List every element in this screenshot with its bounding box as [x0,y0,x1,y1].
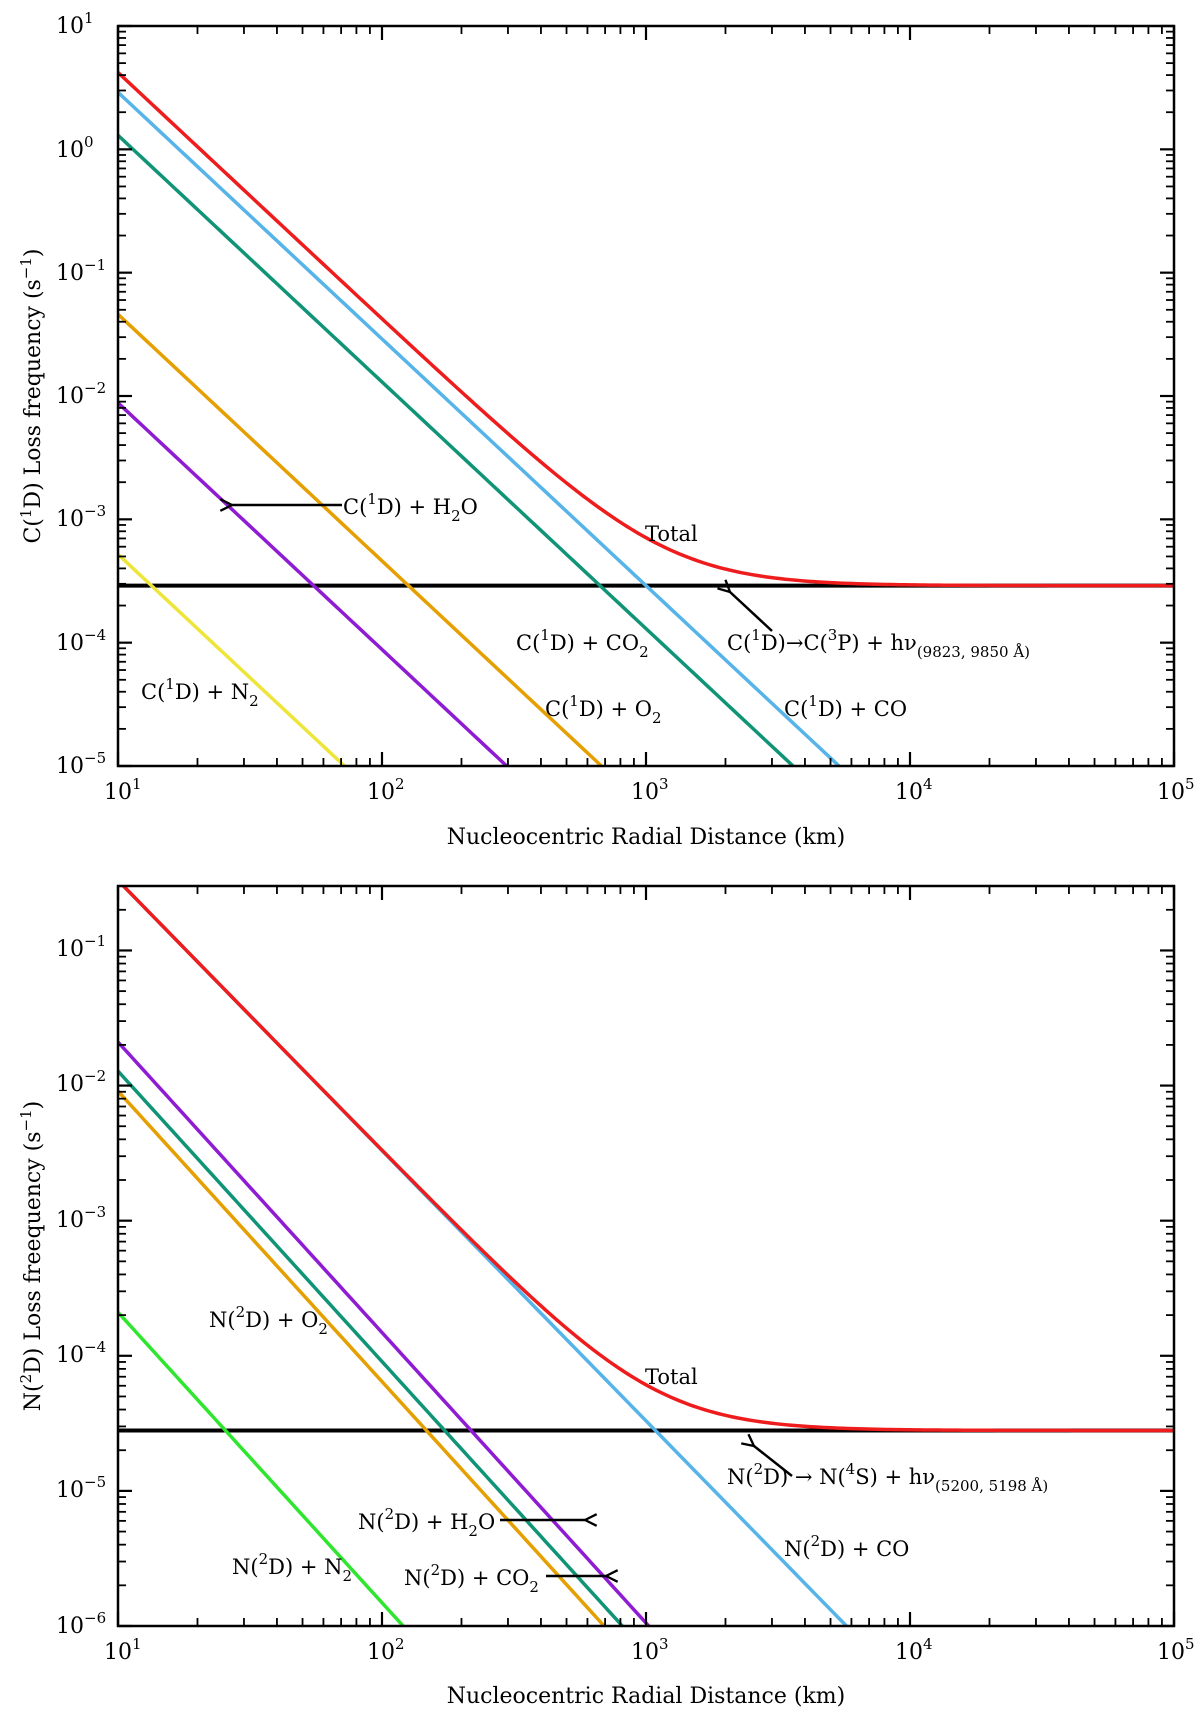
bottom-series-line [118,1311,406,1626]
top-x-tick-label: 101 [104,775,142,805]
top-series-line [118,312,605,766]
bottom-y-tick-label: 10−1 [56,932,106,962]
bottom-y-tick-label: 10−5 [56,1473,106,1503]
top-tick-marks [116,24,1176,768]
bottom-y-tick-label: 10−6 [56,1609,106,1639]
top-y-tick-label: 10−5 [56,749,106,779]
bottom-y-tick-label: 10−3 [56,1203,106,1233]
top-label-o2: C(1D) + O2 [545,692,662,727]
bottom-tick-marks [116,885,1176,1628]
bottom-y-tick-label: 10−4 [56,1338,106,1368]
top-x-tick-label: 102 [367,775,405,805]
top-y-tick-label: 101 [56,9,94,39]
top-arrow-radiative [730,592,773,632]
top-x-tick-label: 104 [895,775,933,805]
top-series-line [118,91,842,766]
top-y-tick-label: 10−4 [56,626,106,656]
bottom-x-tick-label: 105 [1157,1635,1195,1665]
bottom-y-tick-label: 10−2 [56,1067,106,1097]
top-label-radiative: C(1D)→C(3P) + hν(9823, 9850 Å) [727,626,1030,661]
bottom-label-total: Total [645,1365,698,1389]
top-label-co: C(1D) + CO [784,692,907,721]
bottom-label-n2: N(2D) + N2 [232,1550,352,1585]
chart-c1d-loss-frequency: 101 102 103 104 105 10−5 10−4 10−3 10−2 … [17,9,1195,850]
bottom-x-axis-title: Nucleocentric Radial Distance (km) [447,1684,846,1709]
bottom-label-radiative: N(2D) → N(4S) + hν(5200, 5198 Å) [727,1460,1048,1495]
bottom-plot-frame [116,884,1176,1628]
bottom-x-tick-label: 103 [631,1635,669,1665]
top-y-tick-label: 100 [56,133,94,163]
top-y-tick-label: 10−3 [56,502,106,532]
top-y-tick-label: 10−1 [56,256,106,286]
bottom-label-co2: N(2D) + CO2 [404,1561,539,1596]
top-label-h2o: C(1D) + H2O [343,490,478,525]
bottom-series-line [118,1069,625,1626]
bottom-y-axis-title: N(2D) Loss freequency (s−1) [17,1101,46,1412]
bottom-series-line [118,1089,607,1626]
top-label-co2: C(1D) + CO2 [516,626,649,661]
top-plot-lines [118,71,1174,766]
bottom-label-o2: N(2D) + O2 [209,1303,328,1338]
bottom-series-line [121,886,1174,1433]
bottom-x-tick-label: 102 [367,1635,405,1665]
top-series-line [118,553,348,766]
top-y-tick-label: 10−2 [56,379,106,409]
top-label-n2: C(1D) + N2 [141,675,259,710]
top-series-line [118,134,796,766]
top-x-tick-label: 105 [1157,775,1195,805]
bottom-x-tick-label: 101 [104,1635,142,1665]
top-series-line [118,71,1174,588]
top-series-line [118,401,510,766]
bottom-x-tick-label: 104 [895,1635,933,1665]
top-x-tick-label: 103 [631,775,669,805]
bottom-label-co: N(2D) + CO [784,1532,909,1561]
chart-n2d-loss-frequency: 101 102 103 104 105 10−6 10−5 10−4 10−3 … [17,884,1195,1709]
top-y-axis-title: C(1D) Loss frequency (s−1) [17,248,46,543]
bottom-plot-lines [118,886,1174,1626]
top-label-total: Total [645,522,698,546]
top-x-axis-title: Nucleocentric Radial Distance (km) [447,825,846,850]
bottom-label-h2o: N(2D) + H2O [358,1505,495,1540]
bottom-arrow-radiative [754,1446,793,1477]
